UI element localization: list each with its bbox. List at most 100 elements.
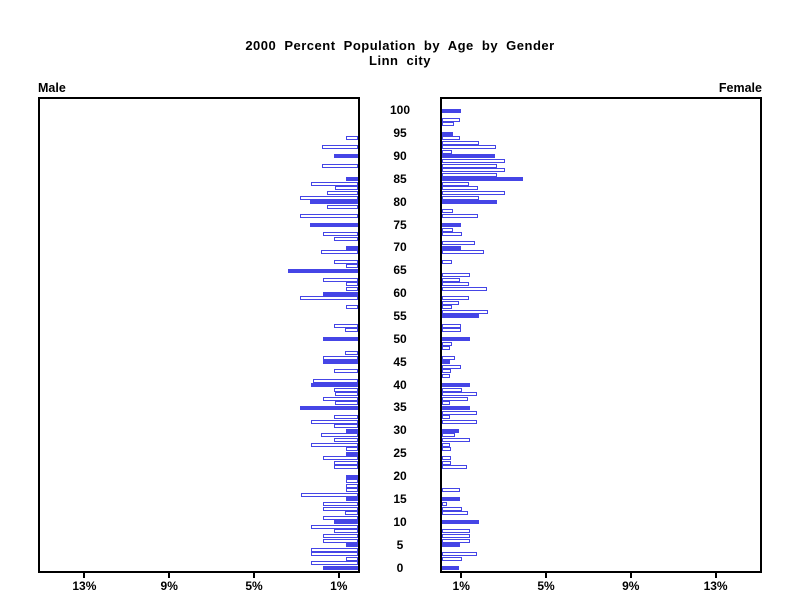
pyramid-bar-female-age-94 xyxy=(442,136,460,141)
pyramid-bar-male-age-82 xyxy=(327,191,358,195)
pyramid-bar-male-age-38 xyxy=(335,392,358,397)
pyramid-bar-male-age-17 xyxy=(346,488,358,493)
pyramid-bar-male-age-88 xyxy=(322,163,358,168)
pyramid-bar-male-age-12 xyxy=(345,511,358,516)
pyramid-bar-female-age-45 xyxy=(442,360,450,365)
x-tick-label-male-9pct: 9% xyxy=(160,579,178,593)
pyramid-bar-female-age-5 xyxy=(442,543,460,548)
pyramid-bar-female-age-97 xyxy=(442,122,454,127)
pyramid-bar-female-age-91 xyxy=(442,149,452,154)
pyramid-bar-female-age-50 xyxy=(442,337,470,342)
pyramid-bar-male-age-66 xyxy=(346,264,358,269)
pyramid-bar-female-age-38 xyxy=(442,392,477,397)
pyramid-bar-female-age-69 xyxy=(442,250,484,255)
pyramid-bar-male-age-0 xyxy=(323,566,358,570)
pyramid-bar-male-age-14 xyxy=(323,501,358,506)
pyramid-bar-female-age-71 xyxy=(442,241,475,246)
pyramid-bar-male-age-32 xyxy=(311,419,358,424)
pyramid-bar-female-age-77 xyxy=(442,213,478,218)
age-tick-label-75: 75 xyxy=(393,217,407,232)
pyramid-bar-male-age-35 xyxy=(300,405,358,410)
x-tick-label-female-5pct: 5% xyxy=(537,579,555,593)
pyramid-bar-male-age-18 xyxy=(346,483,358,488)
x-tick-label-female-9pct: 9% xyxy=(622,579,640,593)
x-tick-mark-male-13pct xyxy=(83,573,86,578)
pyramid-bar-female-age-24 xyxy=(442,456,451,461)
age-tick-label-15: 15 xyxy=(393,491,407,506)
x-tick-mark-male-5pct xyxy=(253,573,255,578)
age-tick-label-30: 30 xyxy=(393,423,407,438)
pyramid-bar-male-age-63 xyxy=(323,277,358,282)
pyramid-bar-female-age-82 xyxy=(442,191,505,195)
pyramid-bar-female-age-17 xyxy=(442,488,460,493)
age-tick-label-55: 55 xyxy=(393,308,407,323)
pyramid-bar-male-age-2 xyxy=(346,556,358,561)
age-tick-label-20: 20 xyxy=(393,469,407,484)
pyramid-bar-male-age-36 xyxy=(335,401,358,406)
x-tick-label-male-13pct: 13% xyxy=(72,579,97,593)
pyramid-bar-male-age-62 xyxy=(346,282,358,287)
pyramid-bar-female-age-93 xyxy=(442,140,479,145)
pyramid-bar-male-age-75 xyxy=(310,223,358,228)
age-tick-label-25: 25 xyxy=(393,446,407,461)
pyramid-bar-female-age-40 xyxy=(442,383,470,388)
age-tick-label-80: 80 xyxy=(393,194,407,209)
pyramid-bar-female-age-80 xyxy=(442,200,497,205)
chart-title: 2000 Percent Population by Age by Gender xyxy=(245,38,555,53)
pyramid-bar-female-age-44 xyxy=(442,364,461,369)
x-tick-label-male-5pct: 5% xyxy=(245,579,263,593)
pyramid-bar-female-age-14 xyxy=(442,501,447,506)
pyramid-bar-male-age-94 xyxy=(346,136,358,141)
pyramid-bar-female-age-15 xyxy=(442,497,460,502)
age-axis: 0 5 10 15 20 25 30 35 40 45 50 55 60 65 70 75 80 85 90 95 10… xyxy=(360,97,440,574)
male-axis-header: Male xyxy=(38,81,66,95)
x-tick-mark-female-1pct xyxy=(460,573,463,578)
age-tick-label-95: 95 xyxy=(393,126,407,141)
pyramid-bar-female-age-29 xyxy=(442,433,455,438)
pyramid-bar-male-age-4 xyxy=(311,547,358,552)
pyramid-bar-male-age-72 xyxy=(334,236,358,241)
pyramid-bar-male-age-29 xyxy=(321,433,358,438)
age-tick-label-35: 35 xyxy=(393,400,407,415)
pyramid-bar-male-age-8 xyxy=(334,529,358,534)
pyramid-bar-male-age-25 xyxy=(346,451,358,456)
pyramid-bar-female-age-63 xyxy=(442,277,460,282)
age-tick-label-100: 100 xyxy=(389,103,411,118)
pyramid-bar-male-age-60 xyxy=(323,291,358,296)
pyramid-bar-female-age-43 xyxy=(442,369,451,374)
pyramid-bar-male-age-81 xyxy=(300,195,358,200)
chart-subtitle: Linn city xyxy=(369,53,431,68)
pyramid-bar-female-age-57 xyxy=(442,305,452,310)
pyramid-bar-female-age-42 xyxy=(442,373,450,378)
pyramid-bar-female-age-7 xyxy=(442,533,470,538)
pyramid-bar-female-age-3 xyxy=(442,552,477,557)
pyramid-bar-female-age-32 xyxy=(442,419,477,424)
pyramid-bar-male-age-52 xyxy=(345,328,358,333)
pyramid-bar-female-age-53 xyxy=(442,323,461,328)
pyramid-bar-male-age-46 xyxy=(323,355,358,360)
pyramid-bar-female-age-26 xyxy=(442,447,451,452)
pyramid-bar-female-age-6 xyxy=(442,538,470,543)
pyramid-bar-male-age-40 xyxy=(311,383,358,388)
pyramid-bar-male-age-80 xyxy=(310,200,358,205)
pyramid-bar-female-age-48 xyxy=(442,346,450,351)
pyramid-bar-male-age-10 xyxy=(334,520,358,525)
pyramid-bar-female-age-30 xyxy=(442,428,459,433)
pyramid-bar-male-age-77 xyxy=(300,213,358,218)
pyramid-bar-female-age-10 xyxy=(442,520,479,525)
age-tick-label-60: 60 xyxy=(393,286,407,301)
pyramid-bar-male-age-33 xyxy=(334,415,358,420)
pyramid-bar-male-age-28 xyxy=(334,437,358,442)
pyramid-bar-female-age-2 xyxy=(442,556,462,561)
pyramid-bar-female-age-73 xyxy=(442,232,462,237)
pyramid-bar-female-age-13 xyxy=(442,506,462,511)
pyramid-bar-female-age-70 xyxy=(442,245,461,250)
pyramid-bar-male-age-19 xyxy=(346,479,358,484)
pyramid-bar-male-age-31 xyxy=(334,424,358,429)
pyramid-bar-male-age-39 xyxy=(334,387,358,392)
pyramid-bar-male-age-43 xyxy=(334,369,358,374)
pyramid-bar-female-age-28 xyxy=(442,437,470,442)
pyramid-bar-male-age-57 xyxy=(346,305,358,310)
pyramid-bar-female-age-39 xyxy=(442,387,462,392)
pyramid-bar-male-age-27 xyxy=(311,442,358,447)
